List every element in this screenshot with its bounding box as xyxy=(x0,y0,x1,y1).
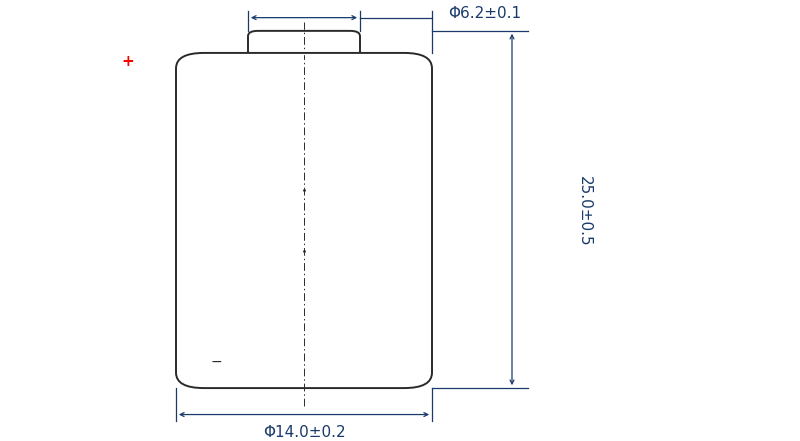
Text: 25.0±0.5: 25.0±0.5 xyxy=(577,176,591,247)
Text: Φ6.2±0.1: Φ6.2±0.1 xyxy=(448,6,521,21)
Text: Φ14.0±0.2: Φ14.0±0.2 xyxy=(262,425,346,440)
Text: +: + xyxy=(122,54,134,69)
Text: −: − xyxy=(210,355,222,369)
